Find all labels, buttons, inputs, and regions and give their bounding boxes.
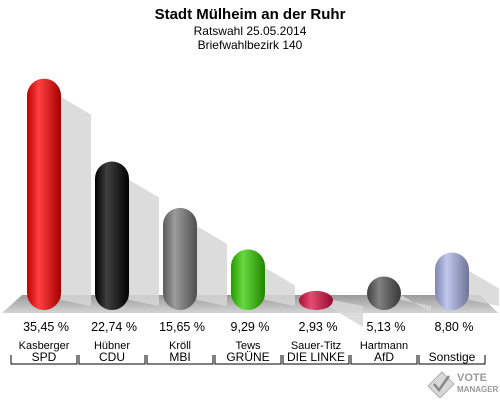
party-label: DIE LINKE [287, 350, 345, 364]
bar [27, 78, 61, 311]
bar [299, 290, 333, 310]
value-label: 9,29 % [231, 320, 270, 334]
bar [95, 161, 129, 310]
party-label: CDU [99, 350, 125, 364]
chart-title: Stadt Mülheim an der Ruhr [154, 6, 346, 23]
category-label: Kasberger [19, 340, 70, 352]
value-label: 2,93 % [299, 320, 338, 334]
value-label: 5,13 % [367, 320, 406, 334]
category-bracket [78, 355, 146, 365]
category-bracket [350, 355, 418, 365]
category-bracket [214, 355, 282, 365]
chart-district: Briefwahlbezirk 140 [197, 38, 303, 52]
category-label: Hübner [94, 340, 130, 352]
party-label: SPD [32, 350, 57, 364]
bar [367, 276, 401, 310]
category-label: Sauer-Titz [291, 340, 341, 352]
chart-subtitle: Ratswahl 25.05.2014 [193, 24, 307, 38]
category-label: Kröll [169, 340, 191, 352]
value-label: 8,80 % [435, 320, 474, 334]
bar [163, 207, 197, 310]
logo-text-manager: MANAGER [457, 385, 499, 394]
category-label: Tews [235, 340, 261, 352]
party-label: AfD [374, 350, 394, 364]
vote-manager-logo: VOTE MANAGER [427, 371, 499, 398]
category-bracket [10, 355, 78, 365]
logo-text-vote: VOTE [457, 372, 487, 384]
party-label: MBI [169, 350, 190, 364]
category-label: Hartmann [360, 340, 408, 352]
category-bracket [146, 355, 214, 365]
value-label: 22,74 % [91, 320, 137, 334]
value-label: 15,65 % [159, 320, 205, 334]
bar [435, 252, 469, 310]
party-label: Sonstige [429, 350, 476, 364]
value-label: 35,45 % [23, 320, 69, 334]
category-bracket [282, 355, 350, 365]
ballot-check-icon [427, 371, 455, 398]
party-label: GRÜNE [226, 350, 269, 364]
category-bracket [418, 355, 486, 365]
bar [231, 249, 265, 310]
